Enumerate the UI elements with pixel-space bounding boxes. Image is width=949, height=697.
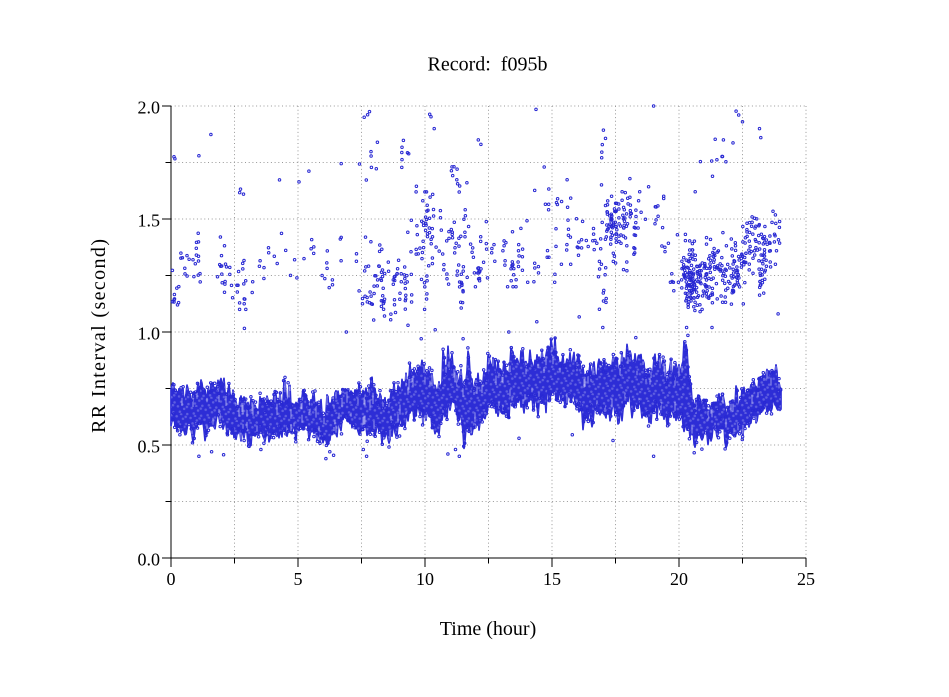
- svg-text:RR Interval (second): RR Interval (second): [88, 239, 110, 433]
- svg-text:Time (hour): Time (hour): [440, 618, 536, 640]
- svg-text:20: 20: [670, 569, 688, 589]
- svg-text:Record: f095b: Record: f095b: [428, 54, 548, 76]
- svg-text:25: 25: [797, 569, 815, 589]
- svg-text:15: 15: [543, 569, 561, 589]
- svg-text:0: 0: [167, 569, 176, 589]
- svg-text:1.0: 1.0: [138, 323, 161, 343]
- svg-text:10: 10: [416, 569, 434, 589]
- svg-text:1.5: 1.5: [138, 210, 161, 230]
- svg-text:5: 5: [294, 569, 303, 589]
- svg-text:0.0: 0.0: [138, 549, 161, 569]
- svg-text:2.0: 2.0: [138, 97, 161, 117]
- svg-text:0.5: 0.5: [138, 436, 161, 456]
